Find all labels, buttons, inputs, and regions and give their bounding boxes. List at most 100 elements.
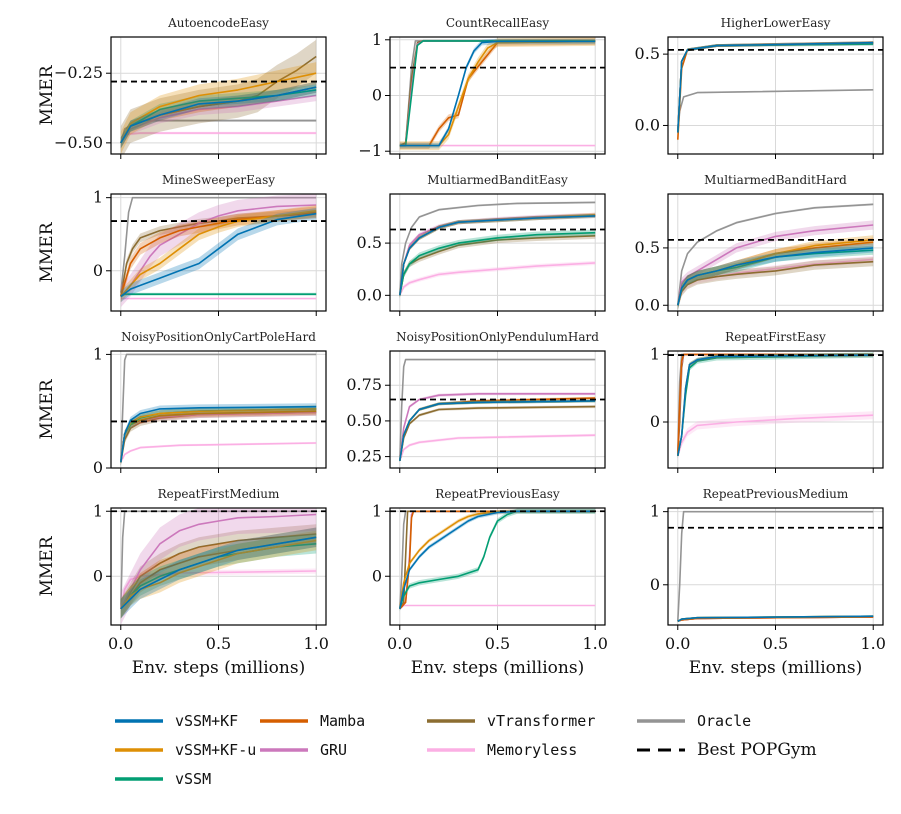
subplot-HigherLowerEasy: HigherLowerEasy 0.5 0.0 <box>635 16 884 159</box>
band-vSSM <box>399 229 596 299</box>
y-tick-label: 1 <box>372 30 382 49</box>
series-line-vSSM <box>399 231 596 296</box>
legend-item-Best POPGym: Best POPGym <box>637 740 817 760</box>
legend-label: vTransformer <box>487 712 595 730</box>
series-line-Oracle <box>399 201 596 296</box>
panels: AutoencodeEasy −0.25 −0.50 MMER CountRecallE… <box>37 16 886 678</box>
band-vSSM <box>120 84 317 149</box>
band-vSSM <box>120 534 317 619</box>
legend-label: vSSM+KF <box>175 712 238 730</box>
y-tick-label: 1 <box>650 344 660 363</box>
y-tick-label: 1 <box>372 501 382 520</box>
series-line-vSSM+KF-u <box>399 40 596 147</box>
y-tick-label: 1 <box>93 501 103 520</box>
legend: vSSM+KF vSSM+KF-u vSSM Mamba GRU vTransformer… <box>115 712 817 788</box>
band-vSSM <box>677 352 874 459</box>
y-axis-label: MMER <box>37 64 57 125</box>
legend-item-Memoryless: Memoryless <box>427 741 577 759</box>
band-vSSM+KF-u <box>120 530 317 619</box>
subplot-title: RepeatFirstEasy <box>725 330 826 344</box>
series-line-vSSM+KF <box>677 615 874 622</box>
legend-label: Memoryless <box>487 741 577 759</box>
band-Memoryless <box>120 568 317 612</box>
legend-label: GRU <box>320 741 347 759</box>
subplot-RepeatPreviousMedium: RepeatPreviousMedium 1 0 0.0 0.5 1.0 Env. step… <box>650 487 886 678</box>
band-GRU <box>677 220 874 310</box>
series-line-Oracle <box>399 358 596 461</box>
series-line-GRU <box>120 94 317 144</box>
subplot-CountRecallEasy: CountRecallEasy 1 0 −1 <box>358 16 606 160</box>
series-line-Mamba <box>399 40 596 147</box>
legend-item-vSSM+KF-u: vSSM+KF-u <box>115 741 256 759</box>
band-Memoryless <box>399 433 596 463</box>
subplot-title: MultiarmedBanditHard <box>704 173 847 187</box>
x-tick-label: 0.0 <box>108 634 133 653</box>
legend-item-vTransformer: vTransformer <box>427 712 595 730</box>
legend-label: Mamba <box>320 712 365 730</box>
x-tick-label: 0.5 <box>763 634 788 653</box>
series-line-vSSM+KF <box>120 212 317 298</box>
legend-item-GRU: GRU <box>260 741 347 759</box>
x-tick-label: 0.5 <box>206 634 231 653</box>
legend-item-Oracle: Oracle <box>637 712 751 730</box>
band-Mamba <box>120 407 317 466</box>
series-line-Memoryless <box>120 442 317 463</box>
subplot-MineSweeperEasy: MineSweeperEasy 1 0 MMER <box>37 173 327 316</box>
y-tick-label: 1 <box>93 188 103 207</box>
series-line-Oracle <box>677 203 874 306</box>
x-axis-label: Env. steps (millions) <box>411 658 584 678</box>
x-axis-label: Env. steps (millions) <box>689 658 862 678</box>
y-tick-label: 0.5 <box>635 238 660 257</box>
y-axis-label: MMER <box>37 221 57 282</box>
series-line-vSSM+KF <box>399 40 596 147</box>
y-tick-label: 0.5 <box>635 44 660 63</box>
band-vTransformer <box>120 209 317 301</box>
series-line-vSSM+KF <box>399 400 596 462</box>
series-line-GRU <box>120 204 317 297</box>
y-tick-label: −0.50 <box>54 133 103 152</box>
y-tick-label: 0 <box>650 575 660 594</box>
band-Mamba <box>120 527 317 619</box>
band-vTransformer <box>120 408 317 466</box>
y-tick-label: 1 <box>650 502 660 521</box>
band-vSSM+KF <box>120 81 317 149</box>
subplot-title: RepeatPreviousMedium <box>703 487 849 501</box>
subplot-title: CountRecallEasy <box>446 16 549 30</box>
legend-label: vSSM <box>175 770 211 788</box>
band-vSSM+KF <box>120 207 317 303</box>
legend-label: Oracle <box>697 712 751 730</box>
y-axis-label: MMER <box>37 378 57 439</box>
series-line-Oracle <box>120 510 317 609</box>
band-Mamba <box>120 81 317 149</box>
series-line-vSSM+KF <box>399 510 596 609</box>
x-tick-label: 0.0 <box>387 634 412 653</box>
y-tick-label: 0 <box>93 458 103 477</box>
x-axis-label: Env. steps (millions) <box>132 658 305 678</box>
series-line-vSSM+KF <box>120 536 317 610</box>
series-line-vSSM+KF <box>677 354 874 456</box>
x-tick-label: 1.0 <box>583 634 608 653</box>
band-Mamba <box>120 206 317 303</box>
series-line-vTransformer <box>120 533 317 610</box>
y-tick-label: 0.75 <box>346 375 382 394</box>
x-tick-label: 1.0 <box>861 634 886 653</box>
y-tick-label: 0.0 <box>635 115 660 134</box>
y-tick-label: 0.5 <box>357 233 382 252</box>
subplot-AutoencodeEasy: AutoencodeEasy −0.25 −0.50 MMER <box>37 16 327 159</box>
subplot-RepeatFirstMedium: RepeatFirstMedium 1 0 0.0 0.5 1.0 Env. steps (… <box>37 487 329 678</box>
y-tick-label: 0 <box>372 566 382 585</box>
y-tick-label: 0 <box>93 261 103 280</box>
y-tick-label: 0.25 <box>346 447 382 466</box>
x-tick-label: 1.0 <box>304 634 329 653</box>
series-line-Oracle <box>677 510 874 622</box>
band-GRU <box>120 89 317 149</box>
subplot-NoisyPositionOnlyPendulumHard: NoisyPositionOnlyPendulumHard 0.75 0.50 0.2… <box>346 330 606 473</box>
series-line-vSSM+KF <box>120 86 317 144</box>
y-tick-label: −0.25 <box>54 63 103 82</box>
series-line-Mamba <box>677 353 874 456</box>
band-vSSM+KF-u <box>677 235 874 310</box>
y-tick-label: 0.0 <box>635 295 660 314</box>
band-vSSM+KF-u <box>120 62 317 154</box>
band-vSSM+KF-u <box>120 205 317 303</box>
